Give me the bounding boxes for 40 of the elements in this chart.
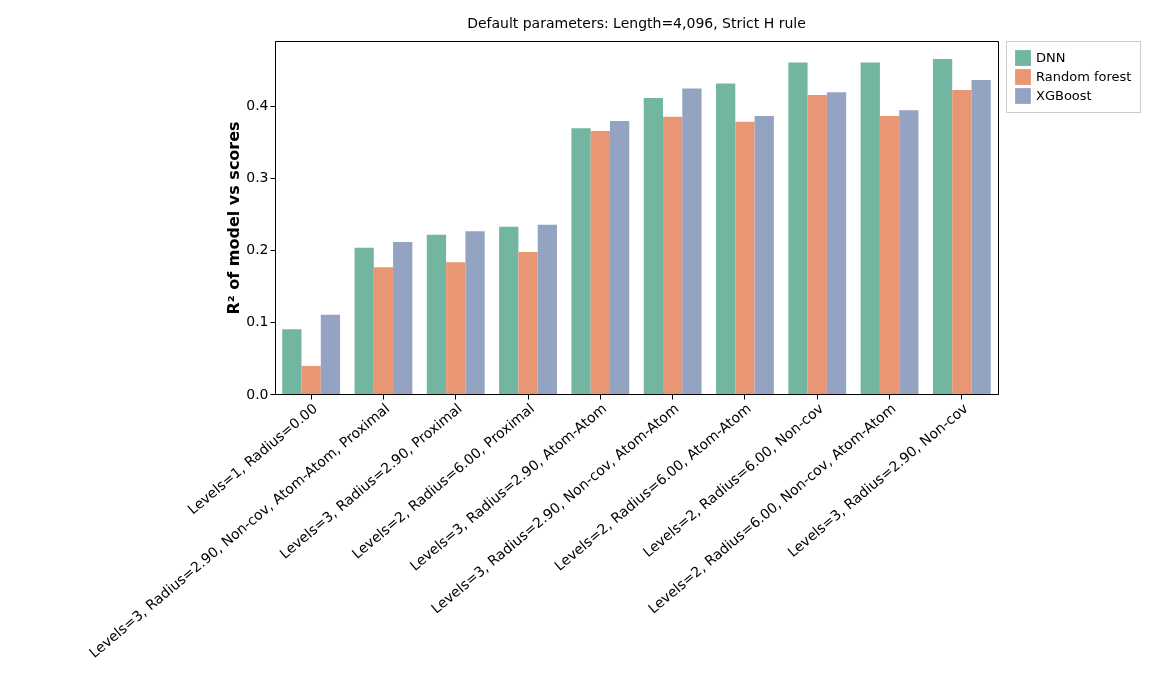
bar: [716, 83, 736, 394]
y-tick-label: 0.2: [246, 241, 269, 258]
y-tick-label: 0.4: [246, 97, 269, 114]
legend-label: Random forest: [1036, 69, 1132, 84]
bar: [373, 267, 394, 394]
bar: [518, 252, 538, 394]
bar: [663, 116, 683, 394]
bar: [537, 224, 557, 394]
bar: [826, 92, 847, 394]
bar: [682, 88, 702, 394]
bar: [807, 95, 827, 394]
legend-label: DNN: [1036, 50, 1066, 65]
bar: [282, 329, 302, 394]
y-axis-title: R² of model vs scores: [224, 121, 244, 315]
bar: [735, 121, 755, 394]
bar: [590, 131, 610, 394]
legend-label: XGBoost: [1036, 88, 1092, 103]
bar: [571, 128, 591, 394]
bar: [609, 120, 630, 394]
bar: [465, 231, 485, 394]
bar: [354, 247, 374, 394]
bar: [446, 262, 466, 394]
bar: [301, 365, 321, 394]
y-tick-label: 0.1: [246, 313, 269, 330]
bar: [971, 79, 991, 394]
bar: [426, 234, 447, 394]
bar: [860, 62, 880, 394]
bar: [879, 115, 900, 394]
bar: [499, 226, 519, 394]
y-tick-label: 0.3: [246, 169, 269, 186]
bar: [320, 314, 341, 394]
bar: [932, 59, 953, 394]
bar: [788, 62, 808, 394]
bar: [643, 97, 664, 394]
bar: [393, 241, 413, 394]
bar: [952, 89, 972, 394]
chart-title: Default parameters: Length=4,096, Strict H rule: [467, 14, 806, 31]
bar: [754, 115, 774, 394]
y-tick-label: 0.0: [246, 385, 269, 402]
bar: [899, 110, 919, 394]
